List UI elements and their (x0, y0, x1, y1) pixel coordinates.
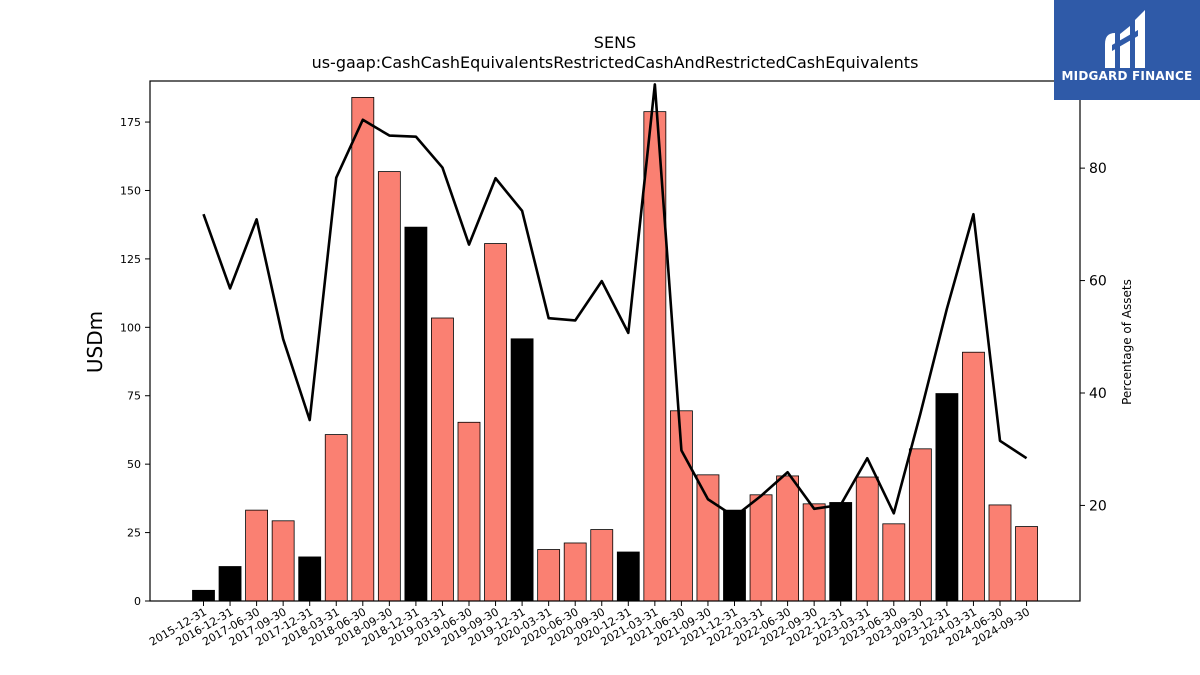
bar (218, 566, 242, 602)
y-tick-label: 175 (120, 116, 141, 129)
bar (271, 520, 295, 602)
bar (537, 549, 561, 602)
y2-tick-label: 20 (1089, 498, 1107, 514)
y-tick-label: 125 (120, 253, 141, 266)
y2-axis-label: Percentage of Assets (1120, 279, 1134, 405)
bar (882, 523, 906, 602)
bar (298, 556, 322, 602)
y2-tick-label: 40 (1089, 386, 1107, 402)
y2-tick-label: 80 (1089, 161, 1107, 177)
bar (802, 503, 826, 602)
bar (324, 434, 348, 602)
y-tick-label: 150 (120, 184, 141, 197)
bar (404, 226, 428, 602)
chart-subtitle: us-gaap:CashCashEquivalentsRestrictedCas… (312, 53, 919, 72)
y-tick-label: 50 (127, 458, 141, 471)
bar (431, 317, 454, 602)
bar (908, 448, 932, 602)
plot-frame (149, 80, 1081, 602)
bar (776, 475, 799, 602)
bar (696, 474, 720, 602)
y-tick-label: 0 (134, 595, 141, 608)
bar (1015, 526, 1038, 602)
percentage-line (202, 83, 1028, 518)
logo-text: MIDGARD FINANCE (1061, 69, 1193, 83)
bar (484, 243, 507, 602)
bar (351, 97, 375, 602)
bar (510, 338, 534, 602)
bar-series (192, 97, 1038, 602)
midgard-finance-logo: MIDGARD FINANCE (1054, 0, 1200, 100)
y-tick-label: 100 (120, 321, 141, 334)
bar (855, 476, 879, 602)
chart-title: SENS (594, 33, 636, 52)
logo-mark-icon (1105, 10, 1145, 68)
bar (935, 393, 959, 602)
bar (723, 509, 746, 602)
y2-tick-label: 60 (1089, 274, 1107, 290)
bar (616, 551, 640, 602)
bar (457, 421, 481, 602)
line-series (202, 83, 1028, 518)
bar (829, 502, 853, 602)
bar (988, 504, 1012, 602)
bar (749, 494, 773, 602)
y-tick-label: 25 (127, 527, 141, 540)
bar (245, 509, 269, 602)
bar (377, 171, 401, 602)
axes: 0255075100125150175204060802015-12-31201… (120, 80, 1107, 649)
bar (590, 529, 614, 602)
bar (962, 351, 985, 602)
y-axis-label: USDm (83, 311, 107, 373)
y-tick-label: 75 (127, 390, 141, 403)
bar (563, 542, 587, 602)
bar (192, 589, 215, 602)
